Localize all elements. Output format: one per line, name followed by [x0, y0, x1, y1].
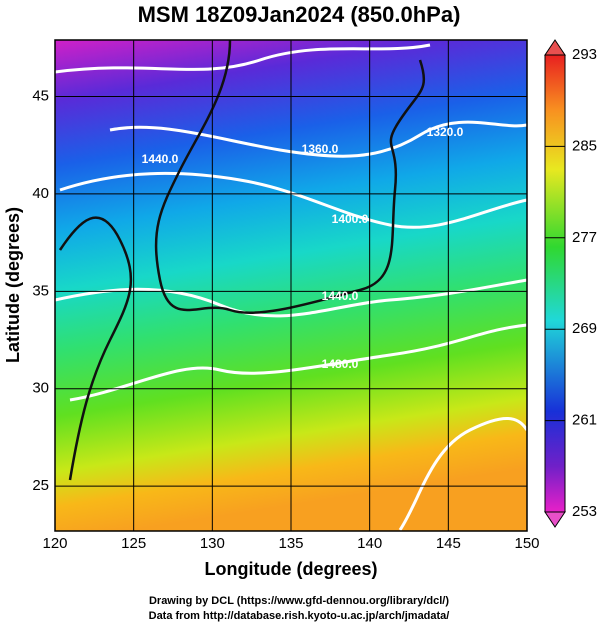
colorbar — [544, 54, 566, 513]
contour-label: 1360.0 — [302, 142, 339, 156]
x-tick-label: 125 — [121, 535, 146, 552]
colorbar-tick-label: 269 — [572, 320, 597, 337]
contour-label: 1440.0 — [322, 289, 359, 303]
colorbar-tick-label: 277 — [572, 229, 597, 246]
y-axis-label: Latitude (degrees) — [3, 207, 23, 363]
colorbar-tick-label: 253 — [572, 503, 597, 520]
coastline — [58, 39, 426, 481]
colorbar-min-arrow — [544, 511, 566, 528]
colorbar-tick-label: 261 — [572, 412, 597, 429]
x-tick-label: 120 — [42, 535, 67, 552]
x-axis-label: Longitude (degrees) — [204, 559, 377, 579]
y-tick-label: 35 — [32, 282, 49, 299]
x-tick-label: 140 — [357, 535, 382, 552]
contour-label: 1480.0 — [322, 357, 359, 371]
contour-label: 1320.0 — [427, 125, 464, 139]
credit: Data from http://database.rish.kyoto-u.a… — [149, 610, 450, 622]
x-tick-label: 150 — [514, 535, 539, 552]
y-tick-label: 40 — [32, 185, 49, 202]
title: MSM 18Z09Jan2024 (850.0hPa) — [138, 2, 461, 27]
x-tick-label: 135 — [278, 535, 303, 552]
credit: Drawing by DCL (https://www.gfd-dennou.o… — [149, 595, 449, 607]
y-tick-label: 30 — [32, 380, 49, 397]
colorbar-tick-label: 293 — [572, 46, 597, 63]
y-tick-label: 45 — [32, 87, 49, 104]
y-tick-label: 25 — [32, 477, 49, 494]
x-tick-label: 145 — [436, 535, 461, 552]
contour-label: 1400.0 — [332, 212, 369, 226]
x-tick-label: 130 — [200, 535, 225, 552]
contours — [54, 43, 529, 531]
contour-label: 1440.0 — [142, 152, 179, 166]
colorbar-max-arrow — [544, 39, 566, 56]
colorbar-tick-label: 285 — [572, 137, 597, 154]
